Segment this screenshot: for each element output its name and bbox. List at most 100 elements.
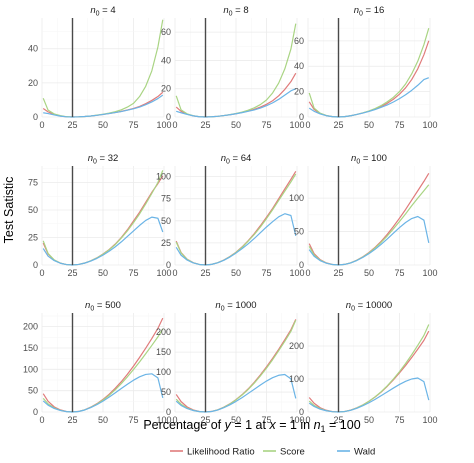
x-tick-label: 75 — [128, 120, 138, 130]
y-tick-label: 60 — [161, 27, 171, 37]
y-tick-label: 0 — [33, 260, 38, 270]
legend-entry: Likelihood Ratio — [170, 447, 255, 458]
legend: Likelihood Ratio Score Wald — [170, 447, 375, 458]
legend-entry: Wald — [337, 447, 375, 458]
y-tick-label: 50 — [161, 387, 171, 397]
y-tick-label: 40 — [28, 44, 38, 54]
x-tick-label: 25 — [333, 120, 343, 130]
y-tick-label: 20 — [28, 78, 38, 88]
series-line — [175, 213, 297, 266]
x-tick-label: 25 — [333, 268, 343, 278]
series-line — [308, 215, 430, 266]
series-line — [175, 373, 297, 413]
facet-panel: n0 = 4 0 20 40 0 25 50 75 100 — [28, 5, 172, 130]
y-tick-label: 40 — [161, 55, 171, 65]
legend-entry: Score — [263, 447, 305, 458]
y-tick-label: 25 — [161, 238, 171, 248]
x-tick-label: 75 — [394, 415, 404, 425]
y-tick-label: 50 — [28, 386, 38, 396]
x-tick-label: 50 — [364, 268, 374, 278]
x-tick-label: 75 — [261, 415, 271, 425]
facet-panel: n0 = 32 0 25 50 75 0 25 50 75 100 — [28, 153, 172, 278]
y-tick-label: 0 — [299, 260, 304, 270]
series-line — [42, 373, 164, 413]
y-tick-label: 200 — [156, 327, 171, 337]
y-tick-label: 75 — [161, 194, 171, 204]
x-tick-label: 0 — [39, 120, 44, 130]
x-tick-label: 0 — [305, 268, 310, 278]
x-tick-label: 25 — [67, 415, 77, 425]
legend-label: Likelihood Ratio — [187, 447, 255, 458]
x-tick-label: 25 — [200, 268, 210, 278]
y-tick-label: 50 — [28, 205, 38, 215]
x-tick-label: 0 — [172, 415, 177, 425]
series-line — [308, 377, 430, 413]
y-tick-label: 0 — [166, 112, 171, 122]
x-axis-title: Percentage of y = 1 at x = 1 in n1 = 100 — [143, 418, 360, 434]
panels: n0 = 4 0 20 40 0 25 50 75 100 n0 = 8 0 20 40 60 0 25 50 7… — [23, 5, 438, 425]
x-tick-label: 0 — [305, 120, 310, 130]
x-tick-label: 50 — [231, 415, 241, 425]
y-tick-label: 100 — [156, 367, 171, 377]
y-tick-label: 100 — [289, 193, 304, 203]
facet-title: n0 = 4 — [90, 5, 115, 18]
x-tick-label: 0 — [39, 415, 44, 425]
y-tick-label: 150 — [156, 347, 171, 357]
x-tick-label: 100 — [422, 120, 437, 130]
facet-panel: n0 = 1000 0 50 100 150 200 0 25 50 75 100 — [156, 300, 305, 425]
x-tick-label: 75 — [128, 415, 138, 425]
facet-panel: n0 = 16 0 20 40 60 0 25 50 75 100 — [294, 5, 438, 130]
x-tick-label: 25 — [200, 415, 210, 425]
y-tick-label: 150 — [23, 343, 38, 353]
x-tick-label: 50 — [98, 268, 108, 278]
facet-title: n0 = 64 — [221, 153, 252, 166]
x-tick-label: 0 — [39, 268, 44, 278]
facet-title: n0 = 10000 — [346, 300, 392, 313]
y-tick-label: 100 — [156, 172, 171, 182]
x-tick-label: 100 — [156, 268, 171, 278]
facet-title: n0 = 1000 — [215, 300, 256, 313]
x-tick-label: 0 — [172, 268, 177, 278]
y-tick-label: 50 — [161, 216, 171, 226]
x-tick-label: 100 — [156, 415, 171, 425]
x-tick-label: 100 — [156, 120, 171, 130]
facet-title: n0 = 8 — [223, 5, 248, 18]
series-line — [176, 88, 297, 118]
y-tick-label: 25 — [28, 233, 38, 243]
facet-panel: n0 = 8 0 20 40 60 0 25 50 75 100 — [161, 5, 305, 130]
y-tick-label: 20 — [294, 87, 304, 97]
x-tick-label: 75 — [394, 268, 404, 278]
x-tick-label: 75 — [128, 268, 138, 278]
y-tick-label: 0 — [166, 407, 171, 417]
y-tick-label: 40 — [294, 61, 304, 71]
x-tick-label: 25 — [67, 268, 77, 278]
series-line — [43, 94, 164, 118]
y-tick-label: 200 — [289, 341, 304, 351]
y-tick-label: 100 — [289, 374, 304, 384]
facet-title: n0 = 500 — [85, 300, 121, 313]
x-tick-label: 50 — [231, 268, 241, 278]
facet-title: n0 = 100 — [351, 153, 387, 166]
x-tick-label: 50 — [364, 120, 374, 130]
x-tick-label: 75 — [261, 268, 271, 278]
legend-label: Wald — [354, 447, 375, 458]
facet-title: n0 = 32 — [88, 153, 119, 166]
series-line — [308, 77, 429, 118]
y-tick-label: 200 — [23, 322, 38, 332]
legend-label: Score — [280, 447, 305, 458]
y-tick-label: 0 — [33, 407, 38, 417]
y-tick-label: 50 — [294, 227, 304, 237]
y-tick-label: 60 — [294, 36, 304, 46]
x-tick-label: 50 — [98, 120, 108, 130]
x-tick-label: 0 — [172, 120, 177, 130]
x-tick-label: 0 — [305, 415, 310, 425]
x-tick-label: 50 — [364, 415, 374, 425]
y-tick-label: 0 — [33, 112, 38, 122]
x-tick-label: 100 — [289, 415, 304, 425]
x-tick-label: 100 — [289, 120, 304, 130]
x-tick-label: 25 — [333, 415, 343, 425]
